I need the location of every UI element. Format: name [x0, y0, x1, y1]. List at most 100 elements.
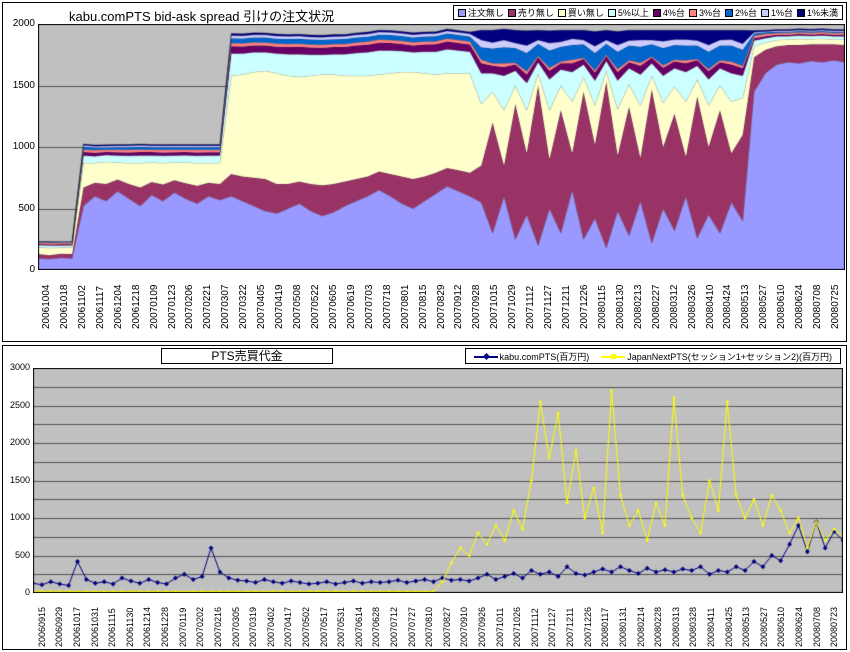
x-tick-label: 20070619 — [345, 284, 357, 330]
x-tick-label: 20071026 — [512, 606, 523, 647]
x-tick-label: 20070605 — [327, 284, 339, 330]
x-tick-label: 20070531 — [336, 606, 347, 647]
y-tick-label: 2500 — [9, 399, 30, 410]
legend-swatch-icon — [507, 8, 516, 17]
x-tick-label: 20080708 — [812, 284, 824, 330]
x-tick-label: 20070202 — [195, 606, 206, 647]
legend-label: JapanNextPTS(セッション1+セッション2)(百万円) — [627, 351, 832, 362]
x-tick-label: 20071226 — [578, 284, 590, 330]
x-tick-label: 20070712 — [388, 606, 399, 647]
pts-turnover-chart-panel: PTS売買代金 kabu.comPTS(百万円) JapanNextPTS(セッシ… — [2, 345, 847, 650]
x-tick-label: 20080708 — [811, 606, 822, 647]
x-tick-label: 20070307 — [220, 284, 232, 330]
x-tick-label: 20071211 — [565, 607, 576, 647]
legend-item: 買い無し — [557, 6, 604, 19]
legend-swatch-icon — [652, 8, 661, 17]
x-tick-label: 20080723 — [829, 606, 840, 647]
x-tick-label: 20070829 — [435, 284, 447, 330]
x-tick-label: 20070419 — [274, 284, 286, 330]
x-tick-label: 20061117 — [94, 285, 106, 329]
x-tick-label: 20080527 — [758, 284, 770, 330]
chart-title: PTS売買代金 — [161, 348, 333, 364]
x-tick-label: 20080313 — [670, 606, 681, 647]
x-tick-label: 20061228 — [160, 606, 171, 647]
x-tick-label: 20061214 — [142, 606, 153, 647]
legend-item: 1%未満 — [796, 6, 838, 19]
x-tick-label: 20071127 — [547, 607, 558, 647]
x-tick-label: 20080131 — [617, 606, 628, 647]
x-tick-label: 20080214 — [635, 606, 646, 647]
y-tick-label: 1000 — [12, 141, 35, 152]
x-tick-label: 20080527 — [758, 606, 769, 647]
legend-label: kabu.comPTS(百万円) — [499, 351, 590, 362]
x-tick-label: 20071112 — [529, 608, 540, 647]
x-tick-label: 20071211 — [561, 285, 573, 329]
x-tick-label: 20080725 — [830, 284, 842, 330]
legend-item: 2%台 — [724, 6, 757, 19]
x-tick-label: 20080513 — [741, 606, 752, 647]
x-tick-label: 20061204 — [112, 284, 124, 330]
x-tick-label: 20070119 — [177, 607, 188, 647]
x-tick-label: 20070910 — [459, 606, 470, 647]
legend-swatch-icon — [607, 8, 616, 17]
x-tick-label: 20080328 — [688, 606, 699, 647]
x-tick-label: 20070319 — [248, 606, 259, 647]
x-tick-label: 20070928 — [471, 284, 483, 330]
x-tick-label: 20070522 — [309, 284, 321, 330]
x-tick-label: 20070216 — [212, 606, 223, 647]
bid-ask-spread-chart-panel: kabu.comPTS bid-ask spread 引けの注文状況 注文無し 売… — [2, 2, 847, 342]
x-tick-label: 20080610 — [776, 606, 787, 647]
line-plot — [33, 368, 843, 593]
legend: 注文無し 売り無し 買い無し 5%以上 4%台 3%台 2%台 1%台 1%未満 — [452, 5, 843, 20]
x-tick-label: 20070628 — [371, 606, 382, 647]
legend-label: 5%以上 — [617, 8, 649, 18]
legend-item: JapanNextPTS(セッション1+セッション2)(百万円) — [601, 350, 832, 363]
x-tick-label: 20080326 — [686, 284, 698, 330]
legend-swatch-icon — [457, 8, 466, 17]
legend-swatch-icon — [796, 8, 805, 17]
x-tick-label: 20061218 — [130, 284, 142, 330]
legend-swatch-icon — [557, 8, 566, 17]
x-tick-label: 20071029 — [507, 284, 519, 330]
x-tick-label: 20060915 — [36, 606, 47, 647]
legend-marker-icon — [611, 353, 617, 359]
x-tick-label: 20070502 — [300, 606, 311, 647]
legend-label: 注文無し — [467, 8, 504, 18]
x-tick-label: 20080610 — [776, 284, 788, 330]
legend-label: 買い無し — [567, 8, 604, 18]
y-tick-label: 1500 — [9, 474, 30, 485]
x-tick-label: 20080213 — [632, 284, 644, 330]
x-tick-label: 20070517 — [318, 606, 329, 647]
legend-swatch-icon — [724, 8, 733, 17]
legend-item: 5%以上 — [607, 6, 649, 19]
x-tick-label: 20080130 — [614, 284, 626, 330]
x-tick-label: 20070727 — [406, 606, 417, 647]
x-tick-label: 20071112 — [525, 285, 537, 329]
chart-title: kabu.comPTS bid-ask spread 引けの注文状況 — [69, 9, 335, 24]
legend-label: 4%台 — [662, 8, 685, 18]
x-tick-label: 20080411 — [705, 607, 716, 647]
x-tick-label: 20080410 — [704, 284, 716, 330]
x-tick-label: 20080624 — [793, 606, 804, 647]
x-tick-label: 20080624 — [794, 284, 806, 330]
legend-item: 3%台 — [688, 6, 721, 19]
x-tick-label: 20070912 — [453, 284, 465, 330]
x-tick-label: 20070827 — [441, 606, 452, 647]
x-tick-label: 20070123 — [166, 284, 178, 330]
x-tick-label: 20060929 — [54, 606, 65, 647]
legend-marker-icon — [482, 352, 490, 360]
x-tick-label: 20070221 — [202, 284, 214, 330]
legend-item: 4%台 — [652, 6, 685, 19]
x-tick-label: 20070810 — [424, 606, 435, 647]
y-tick-label: 3000 — [9, 362, 30, 372]
x-tick-label: 20071226 — [582, 606, 593, 647]
x-tick-label: 20070926 — [477, 606, 488, 647]
legend-label: 2%台 — [734, 8, 757, 18]
stacked-area-plot — [38, 24, 845, 270]
x-tick-label: 20071011 — [494, 607, 505, 647]
legend-label: 1%台 — [770, 8, 793, 18]
x-tick-label: 20070614 — [353, 606, 364, 647]
y-tick-label: 0 — [24, 587, 30, 597]
x-tick-label: 20071127 — [543, 285, 555, 329]
